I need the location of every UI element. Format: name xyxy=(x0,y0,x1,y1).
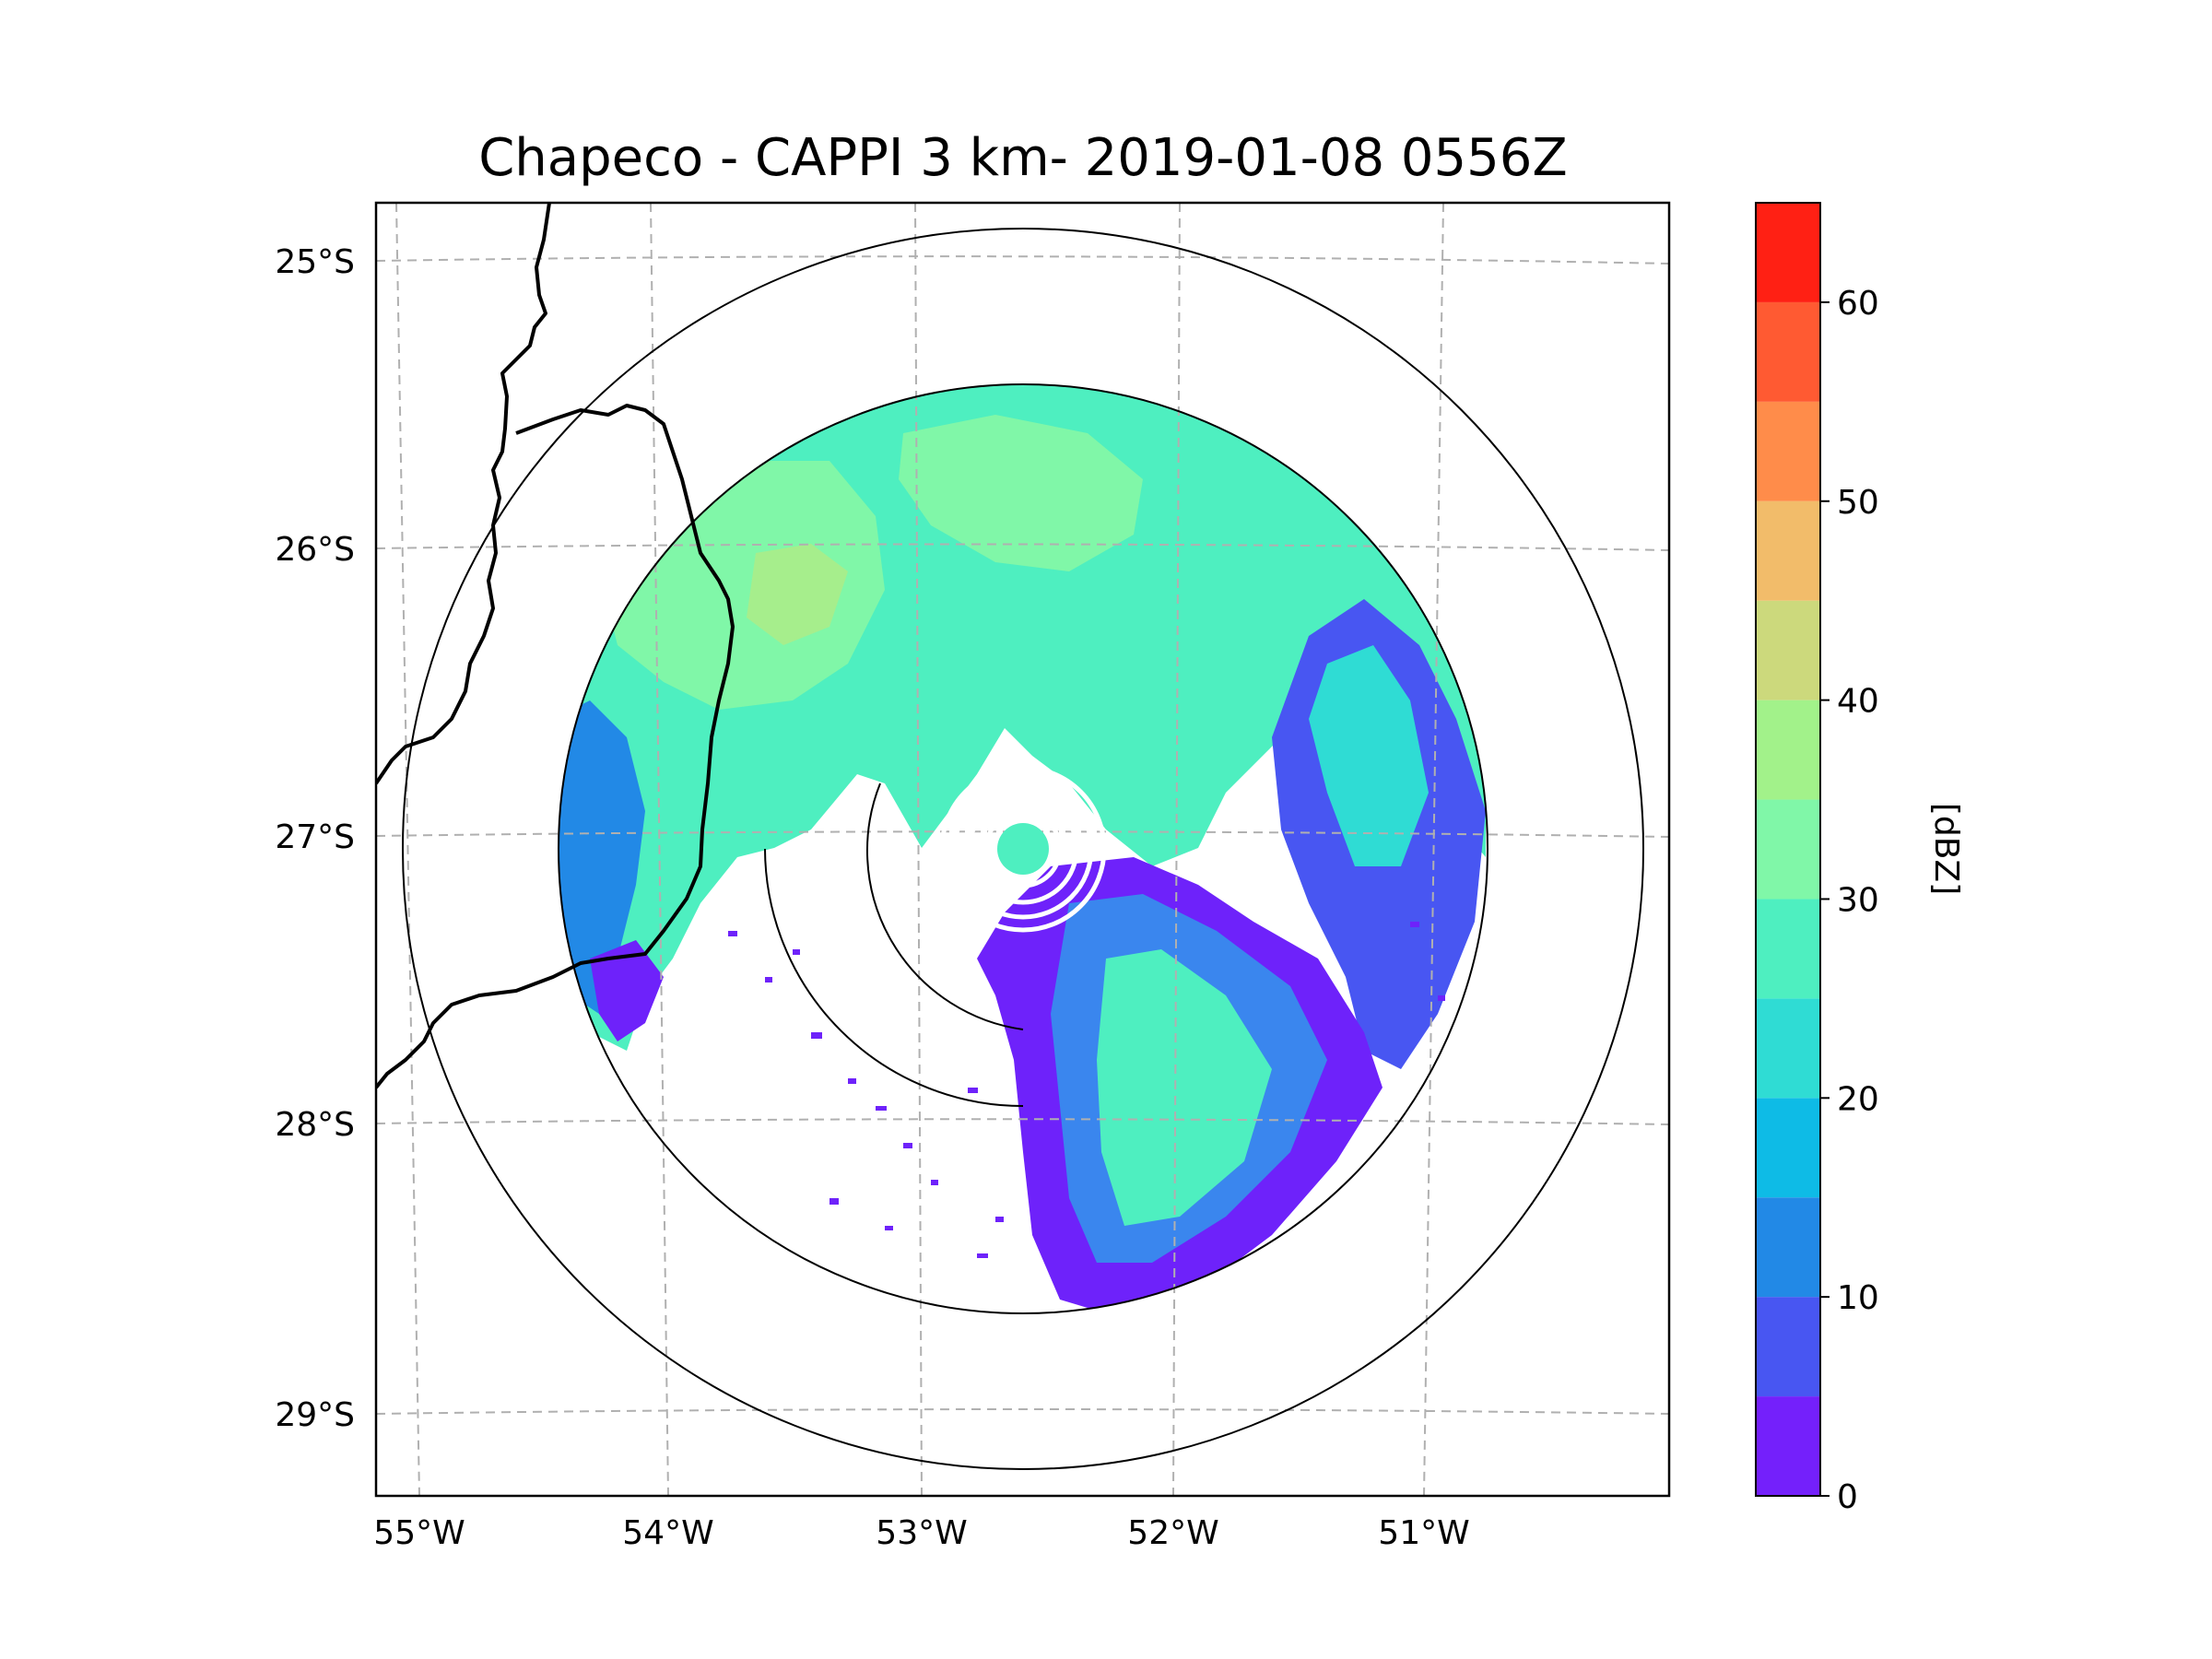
lat-tick-28s: 28°S xyxy=(275,1106,355,1144)
parallel-29s xyxy=(376,1408,1669,1415)
range-ring-outer xyxy=(402,228,1644,1470)
lat-tick-25s: 25°S xyxy=(275,243,355,281)
lon-tick-51w: 51°W xyxy=(1378,1514,1469,1552)
radar-center-rings xyxy=(939,765,1107,933)
meridian-53w xyxy=(914,203,923,1496)
colorbar-tick-label-1: 10 xyxy=(1837,1279,1879,1317)
colorbar-level-12 xyxy=(1756,203,1820,302)
range-ring-inner xyxy=(558,383,1488,1314)
colorbar-level-5 xyxy=(1756,899,1820,999)
map-area xyxy=(376,203,1669,1496)
meridian-55w xyxy=(395,203,420,1496)
colorbar-level-4 xyxy=(1756,998,1820,1099)
lon-tick-54w: 54°W xyxy=(622,1514,713,1552)
lon-tick-53w: 53°W xyxy=(876,1514,967,1552)
lat-tick-26s: 26°S xyxy=(275,531,355,569)
lat-tick-27s: 27°S xyxy=(275,818,355,856)
reflectivity-core-north xyxy=(899,415,1143,571)
map-frame xyxy=(374,201,1671,1498)
colorbar-level-3 xyxy=(1756,1098,1820,1198)
colorbar-tick-label-0: 0 xyxy=(1837,1478,1858,1516)
lon-tick-52w: 52°W xyxy=(1127,1514,1218,1552)
colorbar-tick-label-6: 60 xyxy=(1837,285,1879,323)
colorbar-levels xyxy=(1756,203,1820,1496)
colorbar-tick-label-2: 20 xyxy=(1837,1080,1879,1118)
colorbar: 0 10 20 30 40 50 60 [dBZ] xyxy=(1755,202,1965,1516)
scattered-echoes xyxy=(728,922,1445,1258)
reflectivity-south-finger-core xyxy=(1097,949,1272,1226)
lat-tick-29s: 29°S xyxy=(275,1396,355,1434)
parallel-26s xyxy=(376,543,1669,551)
reflectivity-east-core xyxy=(1309,645,1429,866)
colorbar-label: [dBZ] xyxy=(1927,803,1965,895)
colorbar-level-10 xyxy=(1756,401,1820,501)
meridian-52w xyxy=(1172,203,1181,1496)
lon-tick-55w: 55°W xyxy=(373,1514,465,1552)
colorbar-level-2 xyxy=(1756,1197,1820,1298)
meridian-54w xyxy=(650,203,669,1496)
colorbar-level-1 xyxy=(1756,1297,1820,1397)
border-brazil-argentina xyxy=(376,404,735,1089)
range-rings xyxy=(402,228,1644,1470)
reflectivity-southwest-lobe xyxy=(590,940,664,1041)
colorbar-level-9 xyxy=(1756,500,1820,601)
parallel-25s xyxy=(376,255,1669,265)
radar-center-core xyxy=(997,823,1049,875)
lat-tick-labels: 25°S 26°S 27°S 28°S 29°S xyxy=(275,243,355,1434)
colorbar-level-8 xyxy=(1756,600,1820,700)
colorbar-frame xyxy=(1755,202,1821,1497)
reflectivity-peak-west xyxy=(747,544,848,645)
colorbar-level-6 xyxy=(1756,799,1820,900)
colorbar-level-7 xyxy=(1756,700,1820,800)
colorbar-level-11 xyxy=(1756,301,1820,402)
political-borders xyxy=(376,203,735,1089)
colorbar-tick-label-4: 40 xyxy=(1837,683,1879,721)
lon-tick-labels: 55°W 54°W 53°W 52°W 51°W xyxy=(373,1514,1469,1552)
range-ring-partial-2 xyxy=(764,848,1024,1107)
range-ring-partial-1 xyxy=(866,782,1024,1030)
parallel-28s xyxy=(376,1118,1669,1125)
colorbar-tick-label-3: 30 xyxy=(1837,881,1879,919)
colorbar-level-0 xyxy=(1756,1396,1820,1496)
colorbar-tick-label-5: 50 xyxy=(1837,484,1879,522)
map-title: Chapeco - CAPPI 3 km- 2019-01-08 0556Z xyxy=(478,128,1568,188)
border-argentina-paraguay xyxy=(376,203,551,785)
reflectivity-field xyxy=(559,384,1486,1313)
meridian-51w xyxy=(1423,203,1444,1496)
colorbar-ticks: 0 10 20 30 40 50 60 xyxy=(1820,285,1879,1516)
